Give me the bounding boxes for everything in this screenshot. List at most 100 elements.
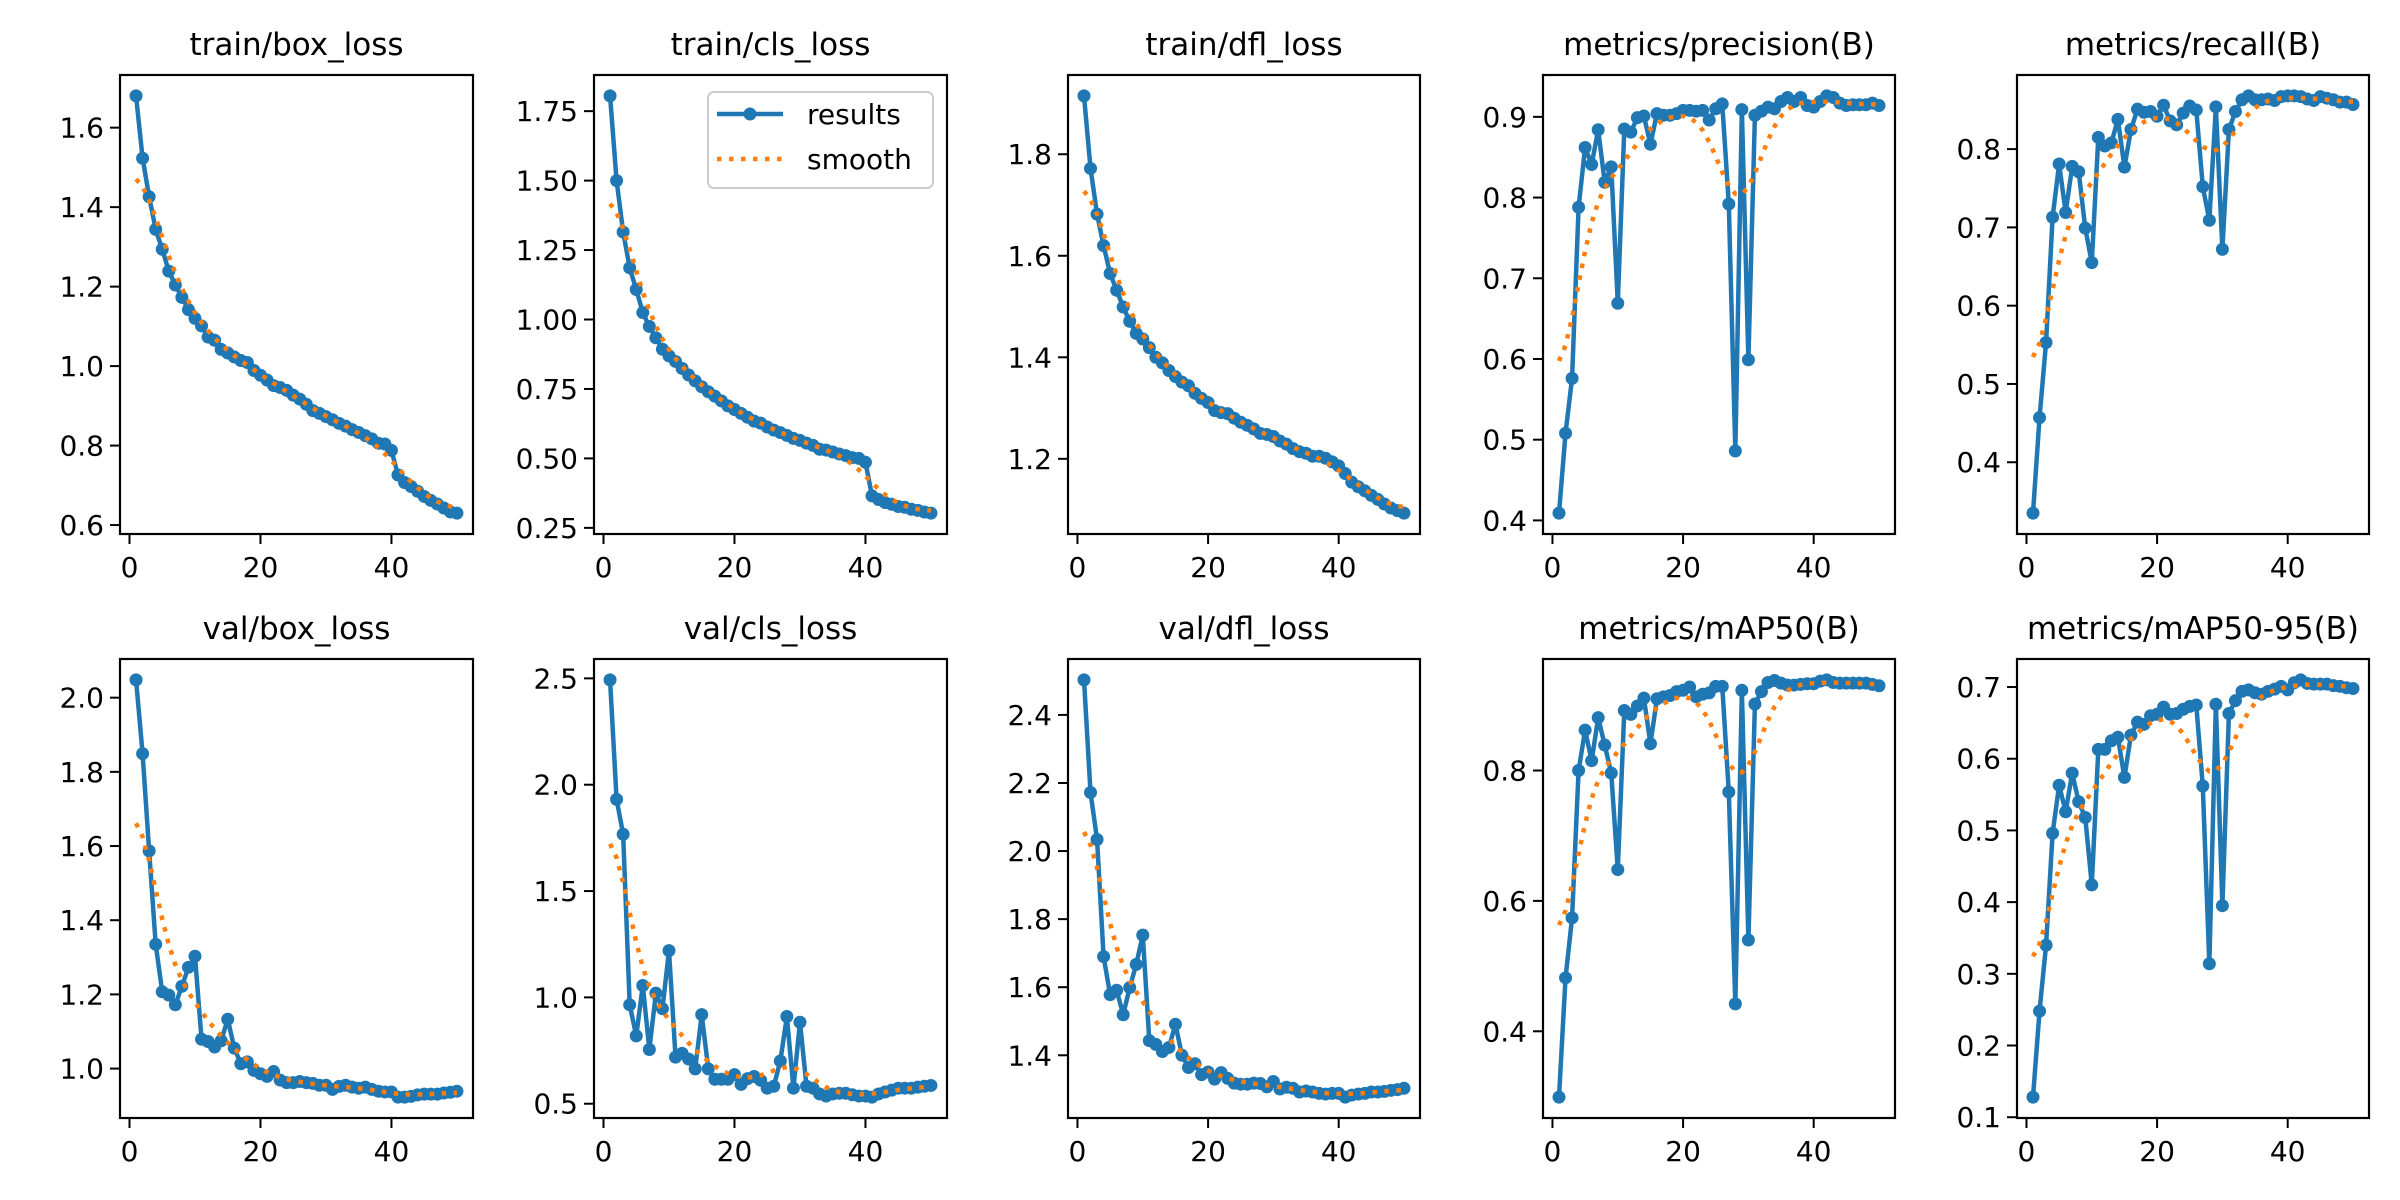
- y-tick-label: 1.4: [59, 904, 104, 937]
- y-tick-label: 0.4: [1482, 1015, 1527, 1048]
- results-point: [2346, 681, 2360, 695]
- results-point: [1116, 1008, 1130, 1022]
- axes-frame: [118, 73, 475, 536]
- results-point: [636, 978, 650, 992]
- results-point: [1637, 691, 1651, 705]
- results-point: [2202, 957, 2216, 971]
- x-tick-label: 0: [2018, 1135, 2036, 1168]
- chart-panel: train/cls_loss 0 20 40 0.25 0.50 0.75 1.00 1.25 1…: [516, 27, 949, 584]
- results-point: [168, 998, 182, 1012]
- results-point: [1097, 950, 1111, 964]
- results-point: [2196, 779, 2210, 793]
- results-point: [1565, 371, 1579, 385]
- smooth-line: [1082, 189, 1405, 510]
- results-point: [2228, 105, 2242, 119]
- results-point: [2033, 411, 2047, 425]
- x-tick-label: 0: [121, 1135, 139, 1168]
- chart-panel: metrics/mAP50(B) 0 20 40 0.4 0.6 0.8: [1482, 611, 1897, 1168]
- y-tick-label: 0.8: [1482, 182, 1527, 215]
- y-tick-label: 1.2: [59, 271, 104, 304]
- y-tick-label: 2.0: [533, 769, 578, 802]
- results-point: [2157, 98, 2171, 112]
- results-point: [2117, 770, 2131, 784]
- smooth-line: [1556, 680, 1880, 927]
- chart-title: metrics/precision(B): [1563, 27, 1875, 63]
- y-tick-label: 0.5: [1956, 814, 2001, 847]
- results-point: [1872, 679, 1886, 693]
- results-point: [1728, 444, 1742, 458]
- legend: results smooth: [707, 91, 934, 189]
- results-point: [221, 1012, 235, 1026]
- axes-frame: [592, 73, 949, 536]
- results-point: [2117, 160, 2131, 174]
- results-point: [1643, 137, 1657, 151]
- chart-title: val/dfl_loss: [1159, 611, 1330, 647]
- results-point: [701, 1062, 715, 1076]
- chart-panel: metrics/mAP50-95(B) 0 20 40 0.1 0.2 0.3 0.4 0.5 0…: [1956, 611, 2371, 1168]
- results-point: [1077, 673, 1091, 687]
- results-point: [2215, 242, 2229, 256]
- y-tick-label: 0.6: [1956, 290, 2001, 323]
- chart-panel: metrics/precision(B) 0 20 40 0.4 0.5 0.6 0.7 0.8…: [1482, 27, 1897, 584]
- y-tick-label: 0.4: [1482, 504, 1527, 537]
- results-point: [175, 290, 189, 304]
- results-point: [1748, 697, 1762, 711]
- results-point: [858, 455, 872, 469]
- results-point: [2039, 335, 2053, 349]
- smooth-line: [608, 202, 932, 513]
- results-point: [1696, 103, 1710, 117]
- results-point: [175, 979, 189, 993]
- x-tick-label: 0: [121, 551, 139, 584]
- x-tick-label: 20: [717, 551, 753, 584]
- results-point: [181, 960, 195, 974]
- results-point: [1123, 314, 1137, 328]
- results-point: [1637, 109, 1651, 123]
- results-point: [136, 747, 150, 761]
- results-point: [695, 1008, 709, 1022]
- results-point: [2215, 899, 2229, 913]
- results-point: [682, 1052, 696, 1066]
- x-tick-label: 0: [1544, 551, 1562, 584]
- results-point: [2111, 730, 2125, 744]
- results-point: [1741, 933, 1755, 947]
- results-point: [610, 174, 624, 188]
- results-point: [129, 89, 143, 103]
- results-point: [1722, 197, 1736, 211]
- axes-frame: [592, 657, 949, 1120]
- results-point: [924, 1078, 938, 1092]
- results-point: [149, 222, 163, 236]
- results-point: [2209, 697, 2223, 711]
- results-point: [1604, 766, 1618, 780]
- y-tick-label: 1.4: [1007, 341, 1052, 374]
- results-point: [1683, 680, 1697, 694]
- chart-panel: train/box_loss 0 20 40 0.6 0.8 1.0 1.2 1.4 1.6: [59, 27, 475, 584]
- y-tick-label: 2.0: [1007, 835, 1052, 868]
- chart-panel: val/box_loss 0 20 40 1.0 1.2 1.4 1.6 1.8 2.0: [59, 611, 475, 1168]
- y-tick-label: 1.6: [59, 830, 104, 863]
- chart-title: val/box_loss: [203, 611, 391, 647]
- y-tick-label: 0.6: [59, 509, 104, 542]
- results-point: [2052, 778, 2066, 792]
- y-tick-label: 1.75: [516, 95, 578, 128]
- axes-frame: [2015, 657, 2371, 1120]
- x-tick-label: 20: [243, 1135, 279, 1168]
- x-tick-label: 0: [1544, 1135, 1562, 1168]
- results-point: [2033, 1004, 2047, 1018]
- results-point: [1129, 957, 1143, 971]
- axes-frame: [1541, 657, 1897, 1120]
- results-point: [2026, 1090, 2040, 1104]
- results-point: [1722, 785, 1736, 799]
- results-point: [1578, 141, 1592, 155]
- y-tick-label: 1.4: [59, 191, 104, 224]
- results-point: [649, 986, 663, 1000]
- results-point: [2026, 506, 2040, 520]
- results-point: [1585, 754, 1599, 768]
- results-point: [1611, 863, 1625, 877]
- results-point: [1728, 997, 1742, 1011]
- results-point: [1077, 89, 1091, 103]
- results-point: [1559, 426, 1573, 440]
- results-point: [1741, 353, 1755, 367]
- chart-title: train/dfl_loss: [1145, 27, 1342, 63]
